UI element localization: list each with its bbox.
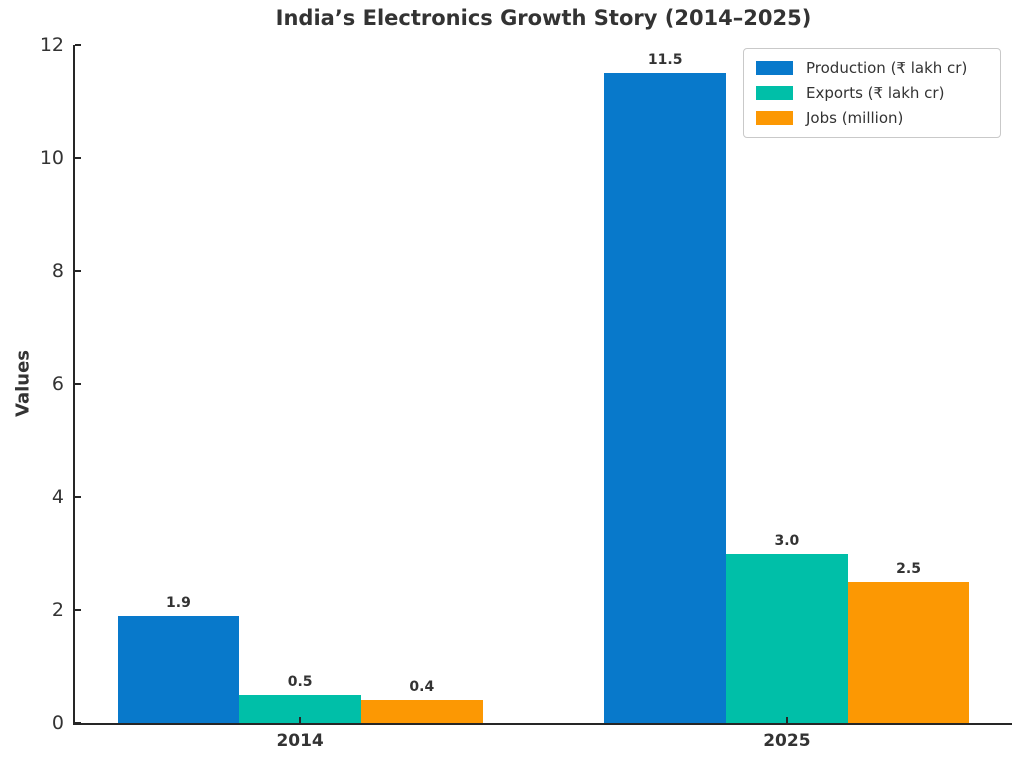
legend: Production (₹ lakh cr) Exports (₹ lakh cr… (743, 48, 1001, 138)
y-axis-tick (75, 496, 81, 498)
y-axis-tick (75, 44, 81, 46)
x-axis-tick (299, 717, 302, 723)
bar-value-label-production-2014: 1.9 (166, 594, 191, 611)
bar-value-label-jobs-2025: 2.5 (896, 560, 921, 577)
y-axis-tick-label: 12 (39, 34, 64, 56)
bar-value-label-jobs-2014: 0.4 (409, 679, 435, 696)
legend-label-exports: Exports (₹ lakh cr) (806, 84, 945, 102)
legend-label-jobs: Jobs (million) (806, 109, 904, 127)
bar-production-2025 (604, 73, 727, 723)
y-axis-tick-label: 8 (51, 260, 64, 282)
bar-production-2014 (117, 615, 240, 723)
y-axis-tick-label: 10 (39, 147, 64, 169)
y-axis-tick (75, 157, 81, 159)
bar-exports-2025 (726, 553, 848, 723)
x-axis-tick-label-2014: 2014 (276, 731, 324, 751)
y-axis-tick-label: 2 (51, 599, 64, 621)
bar-value-label-production-2025: 11.5 (647, 52, 683, 69)
bar-value-label-exports-2014: 0.5 (287, 673, 313, 690)
legend-swatch-jobs (756, 111, 793, 125)
chart-title: India’s Electronics Growth Story (2014–2… (275, 6, 812, 30)
y-axis-tick-label: 6 (51, 373, 64, 395)
legend-item-exports: Exports (₹ lakh cr) (756, 84, 988, 102)
x-axis-tick (785, 717, 788, 723)
legend-item-production: Production (₹ lakh cr) (756, 59, 988, 77)
y-axis-tick (75, 270, 81, 272)
legend-label-production: Production (₹ lakh cr) (806, 59, 968, 77)
y-axis-tick-label: 4 (51, 486, 64, 508)
x-axis-tick-label-2025: 2025 (763, 731, 811, 751)
legend-swatch-production (756, 61, 793, 75)
y-axis-tick-label: 0 (51, 712, 64, 734)
legend-swatch-exports (756, 86, 793, 100)
bar-jobs-2014 (360, 700, 483, 723)
bar-jobs-2025 (847, 581, 970, 723)
y-axis-tick (75, 383, 81, 385)
plot-area: 1.9 11.5 0.5 3.0 0.4 2.5 (73, 44, 1012, 725)
y-axis-tick (75, 722, 81, 724)
legend-item-jobs: Jobs (million) (756, 109, 988, 127)
bar-value-label-exports-2025: 3.0 (774, 532, 800, 549)
y-axis-tick (75, 609, 81, 611)
